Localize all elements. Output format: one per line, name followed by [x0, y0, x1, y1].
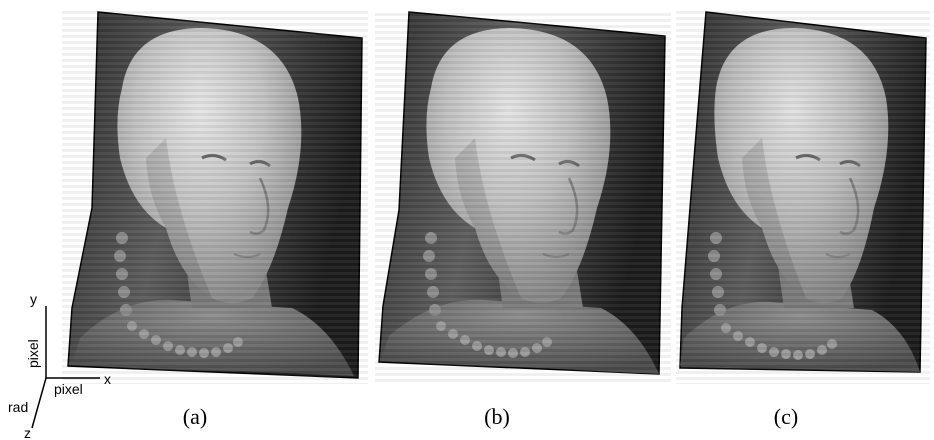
face-reconstruction-c	[676, 8, 930, 384]
x-axis-unit: pixel	[54, 381, 83, 397]
y-axis-unit: pixel	[25, 339, 41, 368]
z-axis-label: z	[24, 425, 31, 440]
caption-b: (b)	[484, 404, 510, 429]
z-axis-unit: rad	[8, 399, 28, 415]
caption-a: (a)	[182, 404, 208, 429]
y-axis-label: y	[30, 291, 37, 307]
x-axis-label: x	[104, 371, 111, 387]
face-reconstruction-b	[375, 10, 671, 384]
caption-c: (c)	[773, 404, 799, 429]
z-axis-line	[31, 377, 47, 429]
axis-triad: y pixel x pixel rad z	[8, 291, 111, 440]
panel-c	[676, 8, 930, 384]
panel-b	[375, 10, 671, 384]
